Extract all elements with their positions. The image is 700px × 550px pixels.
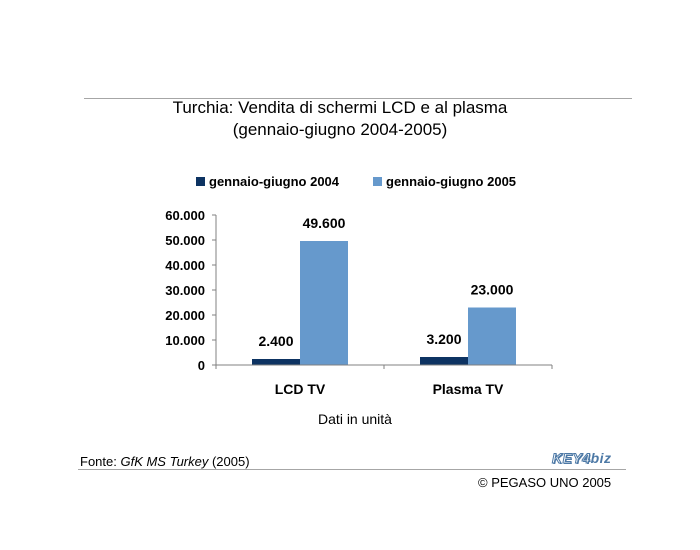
chart-subtitle: (gennaio-giugno 2004-2005)	[232, 120, 448, 139]
bottom-divider	[78, 469, 626, 470]
y-tick-label: 60.000	[165, 208, 205, 223]
source-prefix: Fonte:	[80, 454, 121, 469]
y-tick-label: 50.000	[165, 233, 205, 248]
x-category-label: Plasma TV	[433, 381, 504, 397]
y-tick-label: 30.000	[165, 283, 205, 298]
y-tick-label: 10.000	[165, 333, 205, 348]
y-tick-label: 20.000	[165, 308, 205, 323]
logo-text-biz: biz	[590, 450, 612, 466]
bar-plasma-tv-series-1	[420, 357, 468, 365]
x-axis-title: Dati in unità	[318, 411, 392, 427]
bar-value-label: 3.200	[426, 331, 461, 347]
copyright-notice: © PEGASO UNO 2005	[478, 475, 612, 490]
legend-item-2004: gennaio-giugno 2004	[196, 174, 339, 189]
x-category-label: LCD TV	[275, 381, 326, 397]
source-name: GfK MS Turkey	[120, 454, 209, 469]
y-axis-ticks: 0 10.000 20.000 30.000 40.000 50.000 60.000	[165, 208, 216, 373]
bar-value-label: 49.600	[303, 215, 346, 231]
logo-text-key4: KEY4	[552, 450, 591, 467]
y-tick-label: 40.000	[165, 258, 205, 273]
y-tick-label: 0	[198, 358, 205, 373]
bar-value-label: 23.000	[471, 282, 514, 298]
legend-item-2005: gennaio-giugno 2005	[373, 174, 516, 189]
bar-lcd-tv-series-2	[300, 241, 348, 365]
bar-lcd-tv-series-1	[252, 359, 300, 365]
chart-legend: gennaio-giugno 2004 gennaio-giugno 2005	[196, 173, 516, 189]
legend-swatch-2005	[373, 176, 383, 186]
key4biz-logo: KEY4biz	[552, 450, 612, 470]
source-note: Fonte: GfK MS Turkey (2005)	[80, 454, 250, 469]
bar-plasma-tv-series-2	[468, 307, 516, 365]
x-axis-ticks: LCD TV Plasma TV	[215, 365, 553, 397]
legend-swatch-2004	[196, 176, 205, 186]
chart-title: Turchia: Vendita di schermi LCD e al pla…	[172, 98, 508, 117]
legend-label-2005: gennaio-giugno 2005	[386, 173, 517, 189]
top-divider	[84, 98, 632, 99]
bars-layer	[252, 241, 516, 365]
legend-label-2004: gennaio-giugno 2004	[209, 173, 340, 189]
source-year: (2005)	[208, 454, 250, 469]
bar-value-label: 2.400	[258, 333, 293, 349]
data-labels: 2.400 49.600 3.200 23.000	[258, 215, 513, 349]
